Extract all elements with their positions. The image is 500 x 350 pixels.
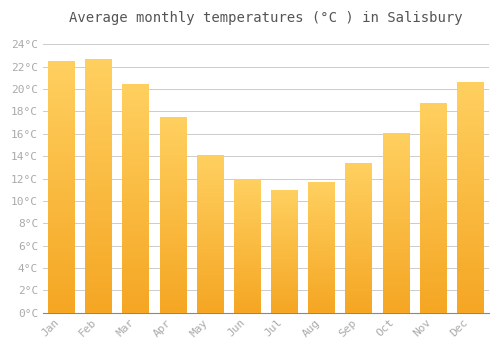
Title: Average monthly temperatures (°C ) in Salisbury: Average monthly temperatures (°C ) in Sa… <box>69 11 462 25</box>
